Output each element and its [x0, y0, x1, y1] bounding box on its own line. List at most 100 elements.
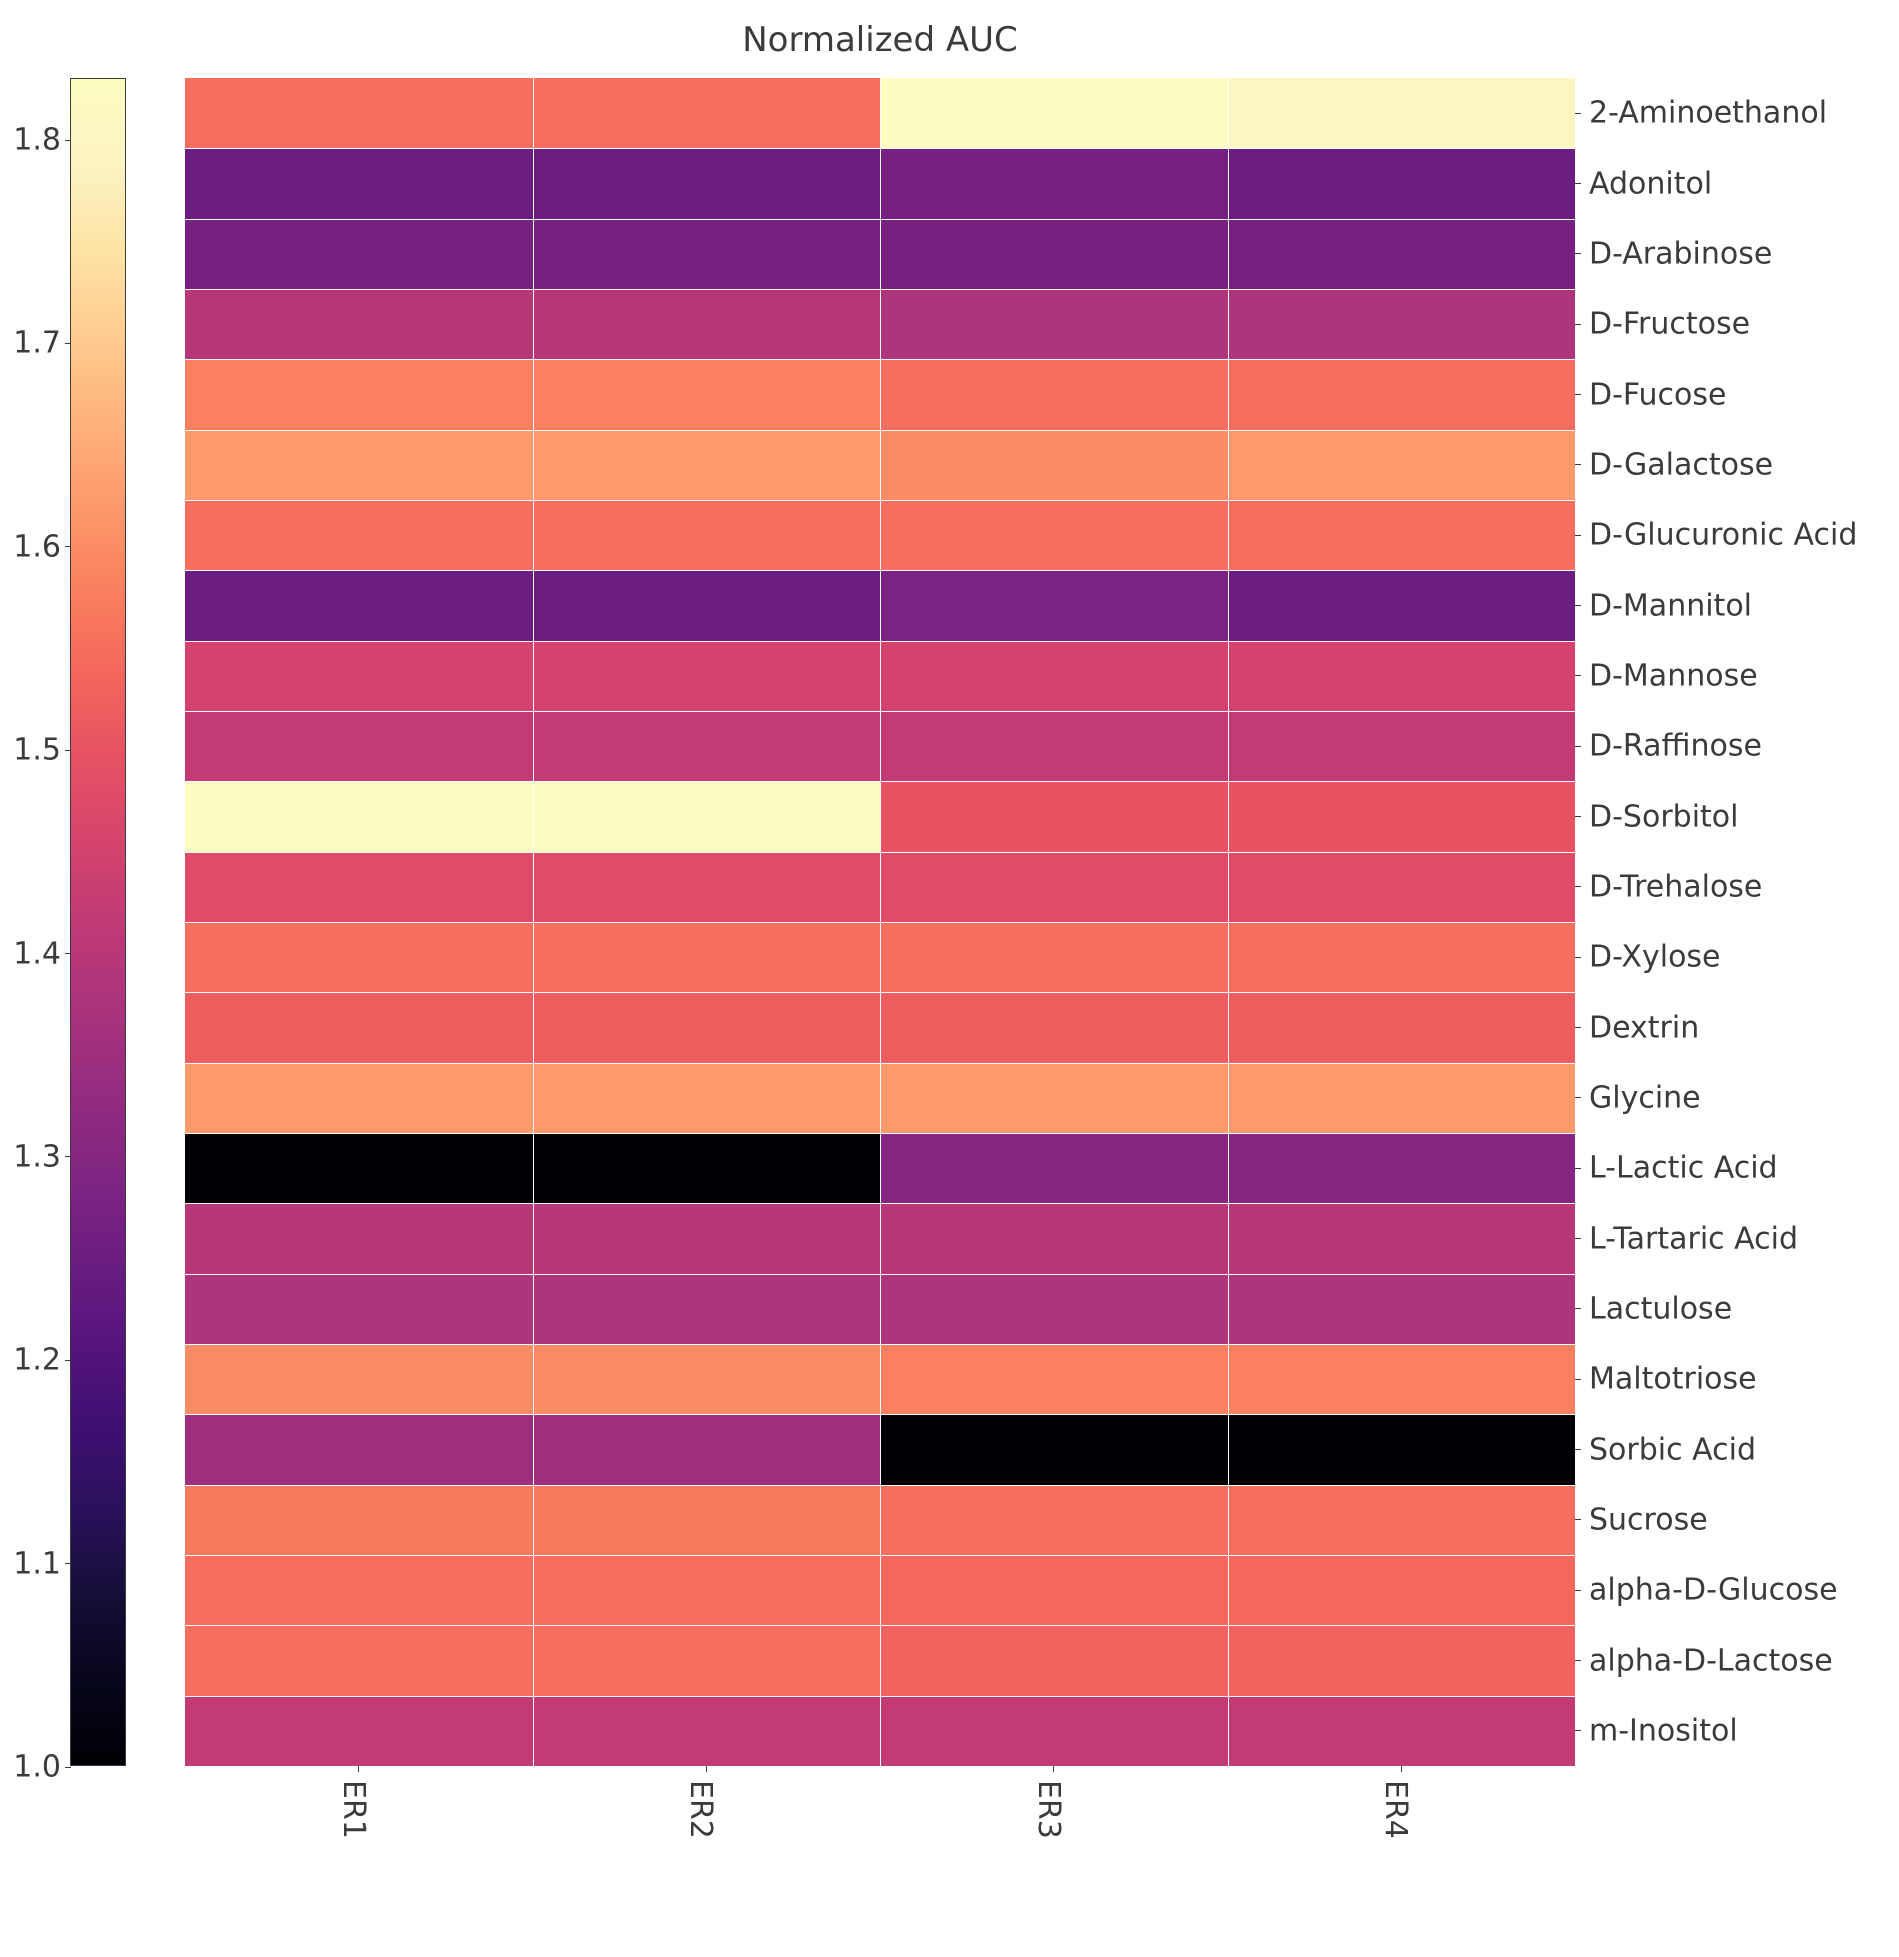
heatmap-cell [533, 289, 881, 359]
y-tick-label: D-Glucuronic Acid [1575, 518, 1857, 553]
heatmap-cell [880, 1274, 1228, 1344]
heatmap-cell [185, 922, 533, 992]
colorbar: 1.01.11.21.31.41.51.61.71.8 [70, 78, 126, 1766]
heatmap-cell [1228, 1625, 1576, 1695]
colorbar-tick-label: 1.6 [13, 529, 71, 564]
colorbar-tick-label: 1.2 [13, 1343, 71, 1378]
heatmap-cell [1228, 500, 1576, 570]
colorbar-tick-label: 1.8 [13, 123, 71, 158]
heatmap-cell [880, 1414, 1228, 1484]
heatmap-cell [533, 1696, 881, 1766]
heatmap-cell [533, 992, 881, 1062]
chart-title: Normalized AUC [185, 20, 1575, 60]
heatmap-cell [185, 1203, 533, 1273]
colorbar-tick-label: 1.4 [13, 936, 71, 971]
y-tick-label: m-Inositol [1575, 1713, 1738, 1748]
heatmap-cell [1228, 359, 1576, 429]
heatmap-cell [880, 1133, 1228, 1203]
heatmap-cell [185, 78, 533, 148]
heatmap-cell [533, 1555, 881, 1625]
heatmap-cell [533, 1133, 881, 1203]
heatmap-cell [1228, 922, 1576, 992]
heatmap-cell [185, 992, 533, 1062]
x-tick-mark [1053, 1766, 1054, 1772]
x-tick-label: ER2 [683, 1780, 718, 1839]
heatmap-cell [185, 219, 533, 289]
heatmap-cell [185, 1696, 533, 1766]
colorbar-tick-label: 1.3 [13, 1139, 71, 1174]
colorbar-tick-label: 1.0 [13, 1750, 71, 1785]
heatmap: 2-AminoethanolAdonitolD-ArabinoseD-Fruct… [185, 78, 1575, 1766]
heatmap-cell [533, 359, 881, 429]
y-tick-label: D-Mannose [1575, 658, 1758, 693]
heatmap-cell [880, 148, 1228, 218]
heatmap-cell [880, 1344, 1228, 1414]
heatmap-cell [880, 781, 1228, 851]
heatmap-cell [1228, 1133, 1576, 1203]
heatmap-cell [880, 570, 1228, 640]
heatmap-cell [533, 570, 881, 640]
heatmap-cell [880, 430, 1228, 500]
heatmap-cell [880, 289, 1228, 359]
heatmap-cell [880, 1555, 1228, 1625]
heatmap-cell [185, 430, 533, 500]
heatmap-cell [880, 852, 1228, 922]
heatmap-cell [1228, 148, 1576, 218]
heatmap-cell [533, 1203, 881, 1273]
heatmap-cell [533, 500, 881, 570]
heatmap-cell [880, 359, 1228, 429]
heatmap-cell [185, 1485, 533, 1555]
y-tick-label: D-Xylose [1575, 940, 1721, 975]
heatmap-cell [880, 641, 1228, 711]
heatmap-cell [1228, 852, 1576, 922]
heatmap-cell [880, 1485, 1228, 1555]
heatmap-cell [185, 1133, 533, 1203]
heatmap-cell [185, 711, 533, 781]
heatmap-cell [185, 1414, 533, 1484]
x-tick-label: ER3 [1031, 1780, 1066, 1839]
heatmap-cell [185, 781, 533, 851]
y-tick-label: D-Raffinose [1575, 729, 1762, 764]
y-tick-label: Maltotriose [1575, 1362, 1757, 1397]
heatmap-cell [880, 500, 1228, 570]
heatmap-cell [533, 1063, 881, 1133]
heatmap-cell [185, 1625, 533, 1695]
x-tick-mark [358, 1766, 359, 1772]
colorbar-tick-label: 1.7 [13, 326, 71, 361]
heatmap-cell [533, 219, 881, 289]
heatmap-cell [185, 500, 533, 570]
heatmap-cell [880, 1696, 1228, 1766]
y-tick-label: L-Tartaric Acid [1575, 1221, 1798, 1256]
heatmap-cell [533, 1414, 881, 1484]
heatmap-cell [185, 1063, 533, 1133]
x-tick-label: ER1 [336, 1780, 371, 1839]
heatmap-cell [533, 781, 881, 851]
heatmap-cell [880, 1625, 1228, 1695]
x-tick-mark [1401, 1766, 1402, 1772]
y-tick-label: alpha-D-Lactose [1575, 1643, 1833, 1678]
heatmap-cell [533, 78, 881, 148]
y-tick-label: Adonitol [1575, 166, 1712, 201]
colorbar-tick-label: 1.5 [13, 733, 71, 768]
heatmap-cell [185, 570, 533, 640]
heatmap-cell [533, 922, 881, 992]
heatmap-cell [185, 852, 533, 922]
heatmap-cell [533, 1625, 881, 1695]
heatmap-cell [1228, 570, 1576, 640]
heatmap-cell [1228, 1414, 1576, 1484]
heatmap-cell [533, 430, 881, 500]
figure: Normalized AUC 1.01.11.21.31.41.51.61.71… [0, 0, 1899, 1957]
y-tick-label: Dextrin [1575, 1010, 1699, 1045]
heatmap-cell [1228, 1696, 1576, 1766]
heatmap-cell [533, 1485, 881, 1555]
y-tick-label: D-Mannitol [1575, 588, 1752, 623]
y-tick-label: Lactulose [1575, 1291, 1732, 1326]
heatmap-cell [185, 148, 533, 218]
x-tick-label: ER4 [1378, 1780, 1413, 1839]
heatmap-cell [533, 711, 881, 781]
heatmap-cell [880, 1063, 1228, 1133]
heatmap-cell [1228, 1203, 1576, 1273]
heatmap-cell [185, 641, 533, 711]
heatmap-cell [880, 922, 1228, 992]
y-tick-label: Sorbic Acid [1575, 1432, 1756, 1467]
